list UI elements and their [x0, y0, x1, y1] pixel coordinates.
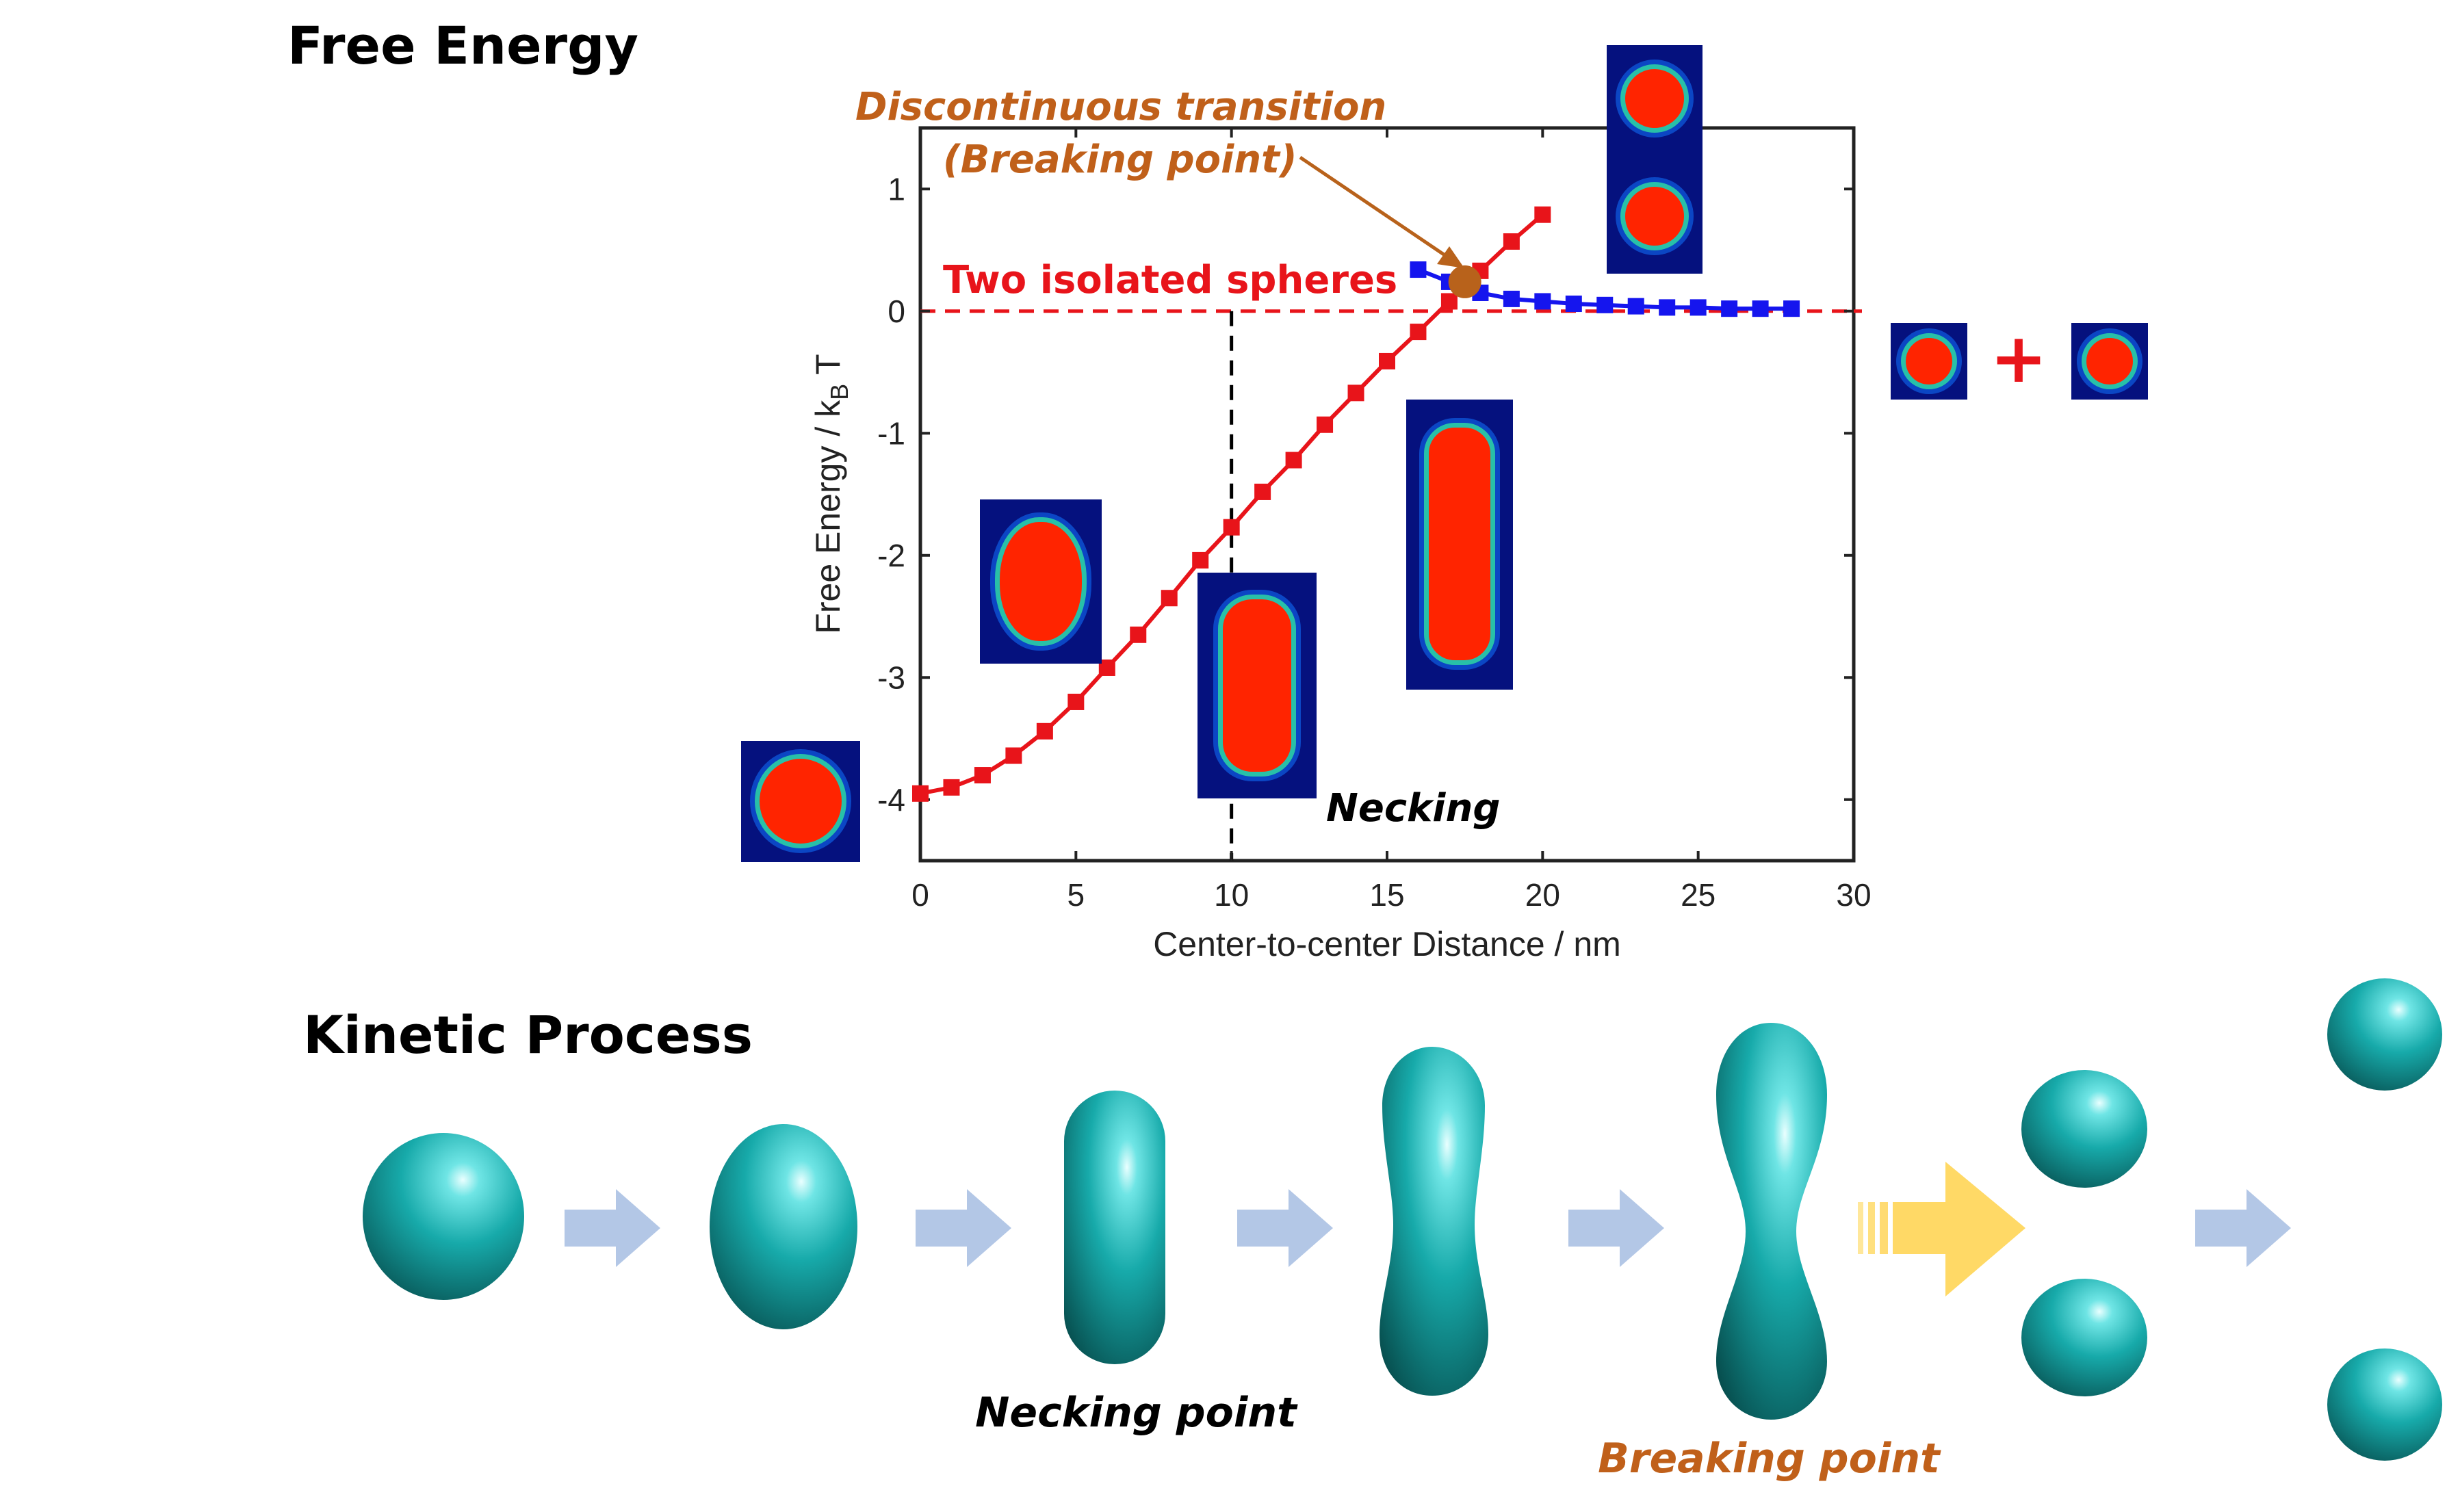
data-point [1565, 296, 1582, 313]
data-point [1223, 519, 1240, 536]
kinetic-shapes [363, 978, 2442, 1461]
data-point [1534, 206, 1551, 223]
discontinuous-transition-label: Discontinuous transition [855, 85, 1386, 129]
data-point [1689, 299, 1707, 316]
data-point [1659, 299, 1676, 316]
sim-snapshot-capsule [1197, 573, 1317, 798]
sim-snapshot-isolated-right [2071, 323, 2148, 400]
data-point [1503, 233, 1520, 250]
y-tick-label: 0 [888, 294, 905, 329]
shape-dumbbell-mild [1380, 1047, 1488, 1396]
data-point [1161, 590, 1178, 607]
process-arrow-1 [565, 1189, 660, 1267]
x-tick-label: 0 [911, 877, 929, 913]
data-point [1503, 290, 1520, 307]
sim-snapshot-sphere [741, 741, 860, 862]
plot-frame [918, 126, 1856, 863]
data-point [1410, 261, 1427, 278]
y-tick-label: -3 [877, 660, 905, 695]
kinetic-process-title: Kinetic Process [303, 1004, 753, 1065]
x-tick-label: 15 [1369, 877, 1404, 913]
process-arrow-6 [2195, 1189, 2291, 1267]
data-point [1130, 626, 1147, 643]
x-axis-ticks: 0 5 10 15 20 25 30 [911, 128, 1872, 913]
x-tick-label: 25 [1681, 877, 1716, 913]
sim-snapshot-isolated-left [1891, 323, 1967, 400]
sim-snapshot-split-pair [1607, 45, 1702, 274]
sim-snapshot-necked [1406, 400, 1513, 690]
data-point [1192, 551, 1209, 569]
free-energy-chart: 0 5 10 15 20 25 30 -4 -3 -2 -1 0 1 Center-to-center… [809, 126, 1872, 963]
shape-split-bottom [2021, 1279, 2147, 1396]
free-energy-title: Free Energy [287, 15, 639, 76]
transition-pointer-arrow [1299, 155, 1445, 257]
data-point [1440, 293, 1458, 310]
x-tick-label: 5 [1067, 877, 1085, 913]
y-axis-label: Free Energy / kB T [809, 354, 853, 634]
x-axis-label: Center-to-center Distance / nm [1153, 925, 1621, 963]
data-point [1534, 293, 1551, 310]
y-tick-label: 1 [888, 171, 905, 207]
y-tick-label: -4 [877, 782, 905, 818]
shape-dumbbell-strong [1716, 1023, 1827, 1420]
transition-pointer-arrowhead [1437, 246, 1464, 268]
process-arrow-2 [916, 1189, 1011, 1267]
data-point [1036, 722, 1053, 740]
shape-capsule [1064, 1091, 1165, 1364]
shape-ellipsoid [710, 1124, 857, 1329]
x-tick-label: 30 [1836, 877, 1871, 913]
transition-point-marker [1448, 265, 1481, 298]
data-point [974, 767, 991, 784]
data-point [1721, 300, 1738, 317]
breaking-point-paren-label: (Breaking point) [943, 138, 1297, 182]
breaking-point-label: Breaking point [1598, 1435, 1941, 1483]
data-point [1254, 483, 1271, 500]
data-point [1005, 747, 1022, 764]
plus-sign: + [1990, 318, 2047, 398]
data-point [1627, 298, 1644, 315]
shape-final-top [2327, 978, 2442, 1091]
shape-final-bottom [2327, 1348, 2442, 1461]
data-point [943, 779, 960, 796]
shape-split-top [2021, 1070, 2147, 1188]
necking-point-label: Necking point [975, 1389, 1298, 1437]
process-arrow-4 [1568, 1189, 1664, 1267]
breaking-arrow-gold [1858, 1162, 2025, 1296]
data-point [1752, 300, 1769, 317]
kinetic-arrows [565, 1162, 2291, 1296]
process-arrow-3 [1237, 1189, 1333, 1267]
data-point [912, 785, 929, 802]
data-point [1285, 452, 1302, 469]
y-tick-label: -2 [877, 538, 905, 573]
necking-label: Necking [1326, 786, 1500, 831]
data-point [1783, 300, 1800, 317]
sim-snapshot-ellipsoid [980, 499, 1102, 664]
two-isolated-spheres-label: Two isolated spheres [943, 258, 1397, 302]
series-markers [912, 206, 1800, 802]
y-tick-label: -1 [877, 415, 905, 451]
data-point [1596, 296, 1614, 313]
shape-sphere [363, 1133, 524, 1300]
x-tick-label: 10 [1214, 877, 1249, 913]
data-point [1379, 352, 1395, 369]
data-point [1410, 324, 1427, 341]
data-point [1317, 416, 1334, 433]
data-point [1067, 693, 1085, 710]
y-axis-ticks: -4 -3 -2 -1 0 1 [877, 171, 1854, 818]
x-tick-label: 20 [1525, 877, 1560, 913]
data-point [1347, 384, 1364, 402]
